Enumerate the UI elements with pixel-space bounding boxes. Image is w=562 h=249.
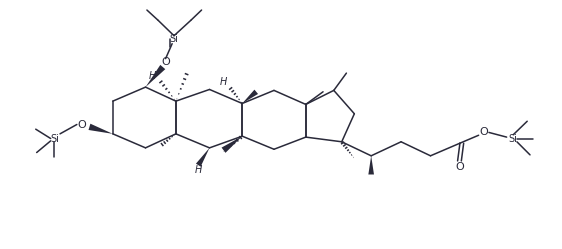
Text: O: O — [455, 162, 464, 172]
Text: H: H — [220, 77, 227, 87]
Polygon shape — [221, 136, 242, 153]
Polygon shape — [88, 124, 113, 134]
Text: H: H — [149, 71, 156, 81]
Text: Si: Si — [509, 133, 518, 143]
Text: Si: Si — [170, 34, 179, 45]
Polygon shape — [368, 156, 374, 175]
Polygon shape — [196, 148, 210, 167]
Polygon shape — [146, 65, 165, 87]
Text: Si: Si — [50, 133, 59, 143]
Polygon shape — [242, 90, 258, 104]
Text: O: O — [77, 120, 86, 129]
Text: O: O — [161, 57, 170, 67]
Text: H: H — [194, 165, 202, 175]
Text: O: O — [480, 127, 488, 137]
